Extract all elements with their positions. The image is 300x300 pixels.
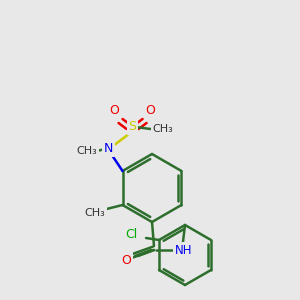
Text: CH₃: CH₃ [152, 124, 173, 134]
Text: O: O [121, 254, 131, 266]
Text: CH₃: CH₃ [84, 208, 105, 218]
Text: N: N [104, 142, 113, 155]
Text: CH₃: CH₃ [76, 146, 97, 156]
Text: S: S [129, 121, 136, 134]
Text: O: O [146, 104, 155, 118]
Text: O: O [110, 104, 119, 118]
Text: NH: NH [175, 244, 193, 256]
Text: Cl: Cl [125, 229, 137, 242]
